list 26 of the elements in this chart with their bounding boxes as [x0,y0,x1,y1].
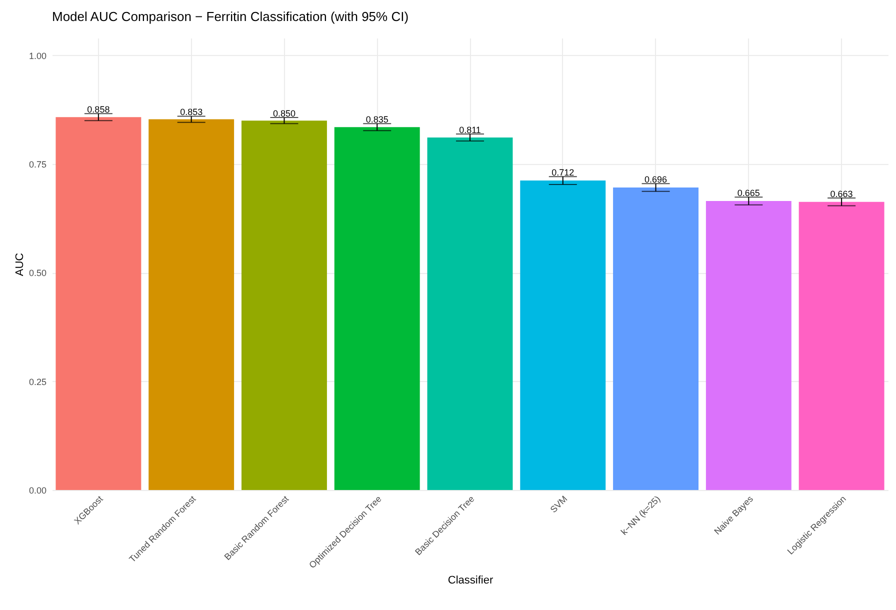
y-tick-label: 1.00 [28,50,46,61]
bar [334,127,420,490]
data-label: 0.858 [87,104,110,115]
bar [56,117,142,490]
data-label: 0.850 [272,108,296,119]
data-label: 0.696 [644,174,668,185]
bar [706,200,792,490]
data-label: 0.811 [459,125,481,136]
bar [798,202,884,490]
data-label: 0.663 [830,188,853,199]
bar [613,188,699,490]
x-axis-title: Classifier [448,574,494,586]
bar [241,120,327,490]
y-tick-label: 0.75 [28,160,46,170]
data-label: 0.835 [366,114,388,125]
data-label: 0.853 [180,107,203,118]
bar [520,180,606,490]
y-tick-label: 0.00 [28,486,46,496]
bar [427,138,513,490]
data-label: 0.665 [737,188,760,198]
y-tick-label: 0.50 [28,268,46,278]
data-label: 0.712 [552,168,574,178]
bar [148,119,234,490]
chart-title: Model AUC Comparison − Ferritin Classification (with 95% CI) [52,9,409,24]
y-axis-title: AUC [14,252,26,276]
y-tick-label: 0.25 [28,376,46,387]
